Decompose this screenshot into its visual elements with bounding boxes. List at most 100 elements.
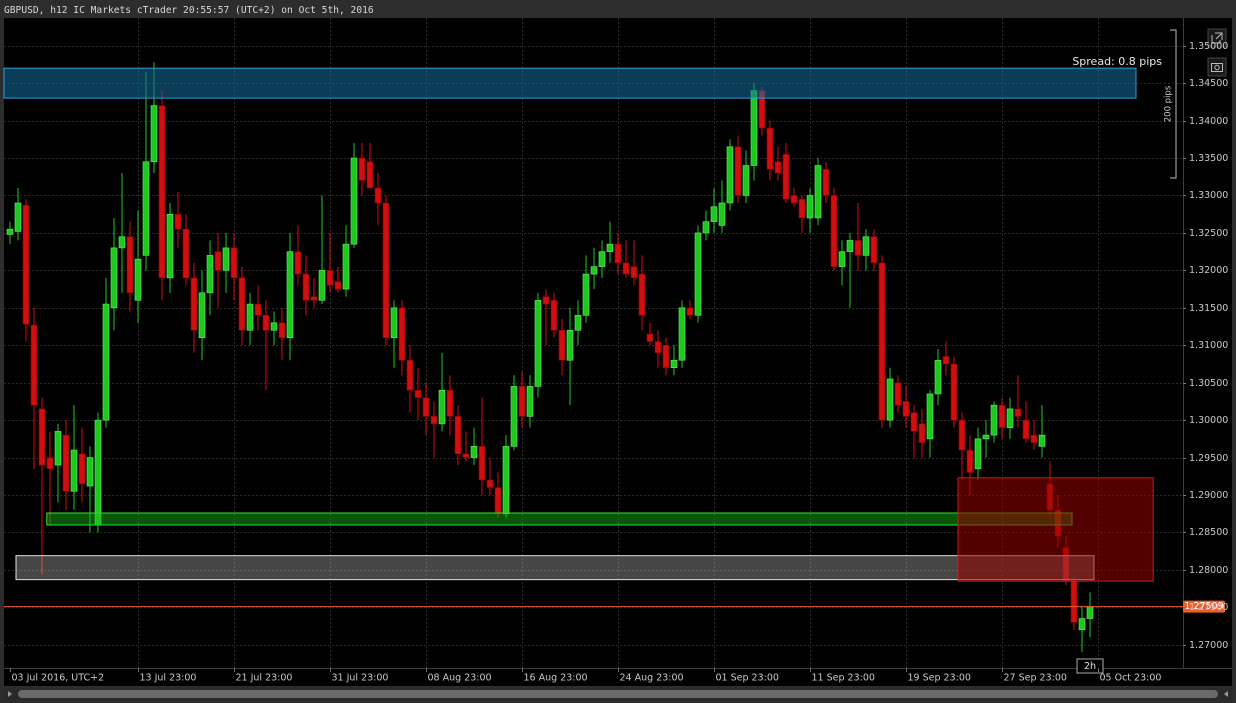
- candle-body: [974, 438, 982, 470]
- grid: [4, 18, 1183, 668]
- screenshot-button[interactable]: [1207, 57, 1227, 77]
- candle-body: [510, 386, 518, 447]
- overlay: 1.27509 2h: [4, 600, 1225, 674]
- candle-body: [1078, 618, 1086, 631]
- countdown-box: [1076, 658, 1104, 674]
- candle-body: [454, 416, 462, 455]
- candle-body: [798, 198, 806, 219]
- x-tick-label: 31 Jul 23:00: [332, 673, 389, 684]
- candle-body: [134, 258, 142, 301]
- candle-body: [30, 324, 38, 406]
- candle-body: [150, 105, 158, 163]
- candle-body: [6, 228, 14, 235]
- candle-body: [470, 446, 478, 458]
- candle-body: [358, 157, 366, 181]
- zones: [3, 67, 1154, 582]
- scroll-left[interactable]: [8, 691, 12, 697]
- candle-body: [406, 359, 414, 391]
- candle-body: [438, 389, 446, 425]
- y-tick-label: 1.34500: [1189, 78, 1228, 89]
- candle-body: [838, 251, 846, 267]
- candle-body: [390, 307, 398, 339]
- candle-body: [190, 277, 198, 331]
- candle-body: [750, 90, 758, 166]
- y-tick-label: 1.31000: [1189, 340, 1228, 351]
- candle-body: [1086, 606, 1094, 619]
- scale-label: 200 pips: [1164, 85, 1174, 122]
- x-tick-label: 08 Aug 23:00: [428, 673, 492, 684]
- camera-lens: [1214, 64, 1220, 71]
- candle-body: [414, 389, 422, 398]
- y-tick-label: 1.30500: [1189, 378, 1228, 389]
- y-tick-label: 1.28000: [1189, 565, 1228, 576]
- y-tick-label: 1.31500: [1189, 303, 1228, 314]
- current-price-label: 1.27509: [1184, 601, 1223, 612]
- candle-body: [606, 243, 614, 252]
- candle-body: [926, 393, 934, 440]
- candle-body: [566, 329, 574, 361]
- candle-body: [742, 165, 750, 196]
- x-tick-label: 21 Jul 23:00: [236, 673, 293, 684]
- candle-body: [422, 397, 430, 417]
- candle-body: [990, 404, 998, 436]
- zone: [957, 477, 1154, 582]
- candle-body: [686, 307, 694, 316]
- candle-body: [942, 356, 950, 365]
- button-frame[interactable]: [1207, 57, 1227, 77]
- candle-body: [110, 247, 118, 309]
- y-tick-label: 1.32000: [1189, 265, 1228, 276]
- candle-body: [598, 251, 606, 267]
- candle-body: [654, 341, 662, 354]
- candle-body: [1070, 580, 1078, 623]
- scrollbar-thumb[interactable]: [18, 690, 1218, 698]
- candle-body: [230, 247, 238, 279]
- candle-body: [766, 127, 774, 170]
- x-tick-label: 24 Aug 23:00: [620, 673, 684, 684]
- candle-body: [998, 404, 1006, 428]
- candle-body: [246, 303, 254, 331]
- x-tick-label: 16 Aug 23:00: [524, 673, 588, 684]
- candle-body: [550, 300, 558, 331]
- zone: [15, 555, 1095, 581]
- y-tick-label: 1.30000: [1189, 415, 1228, 426]
- scroll-right[interactable]: [1224, 691, 1228, 697]
- candle-body: [582, 273, 590, 316]
- x-tick-label: 05 Oct 23:00: [1100, 673, 1162, 684]
- candle-body: [398, 307, 406, 361]
- candle-body: [70, 449, 78, 492]
- candle-body: [694, 232, 702, 316]
- candle-body: [118, 236, 126, 249]
- candle-body: [518, 386, 526, 417]
- candle-body: [478, 446, 486, 481]
- candle-body: [574, 314, 582, 331]
- candle-body: [198, 292, 206, 339]
- candle-body: [302, 273, 310, 301]
- candle-body: [486, 479, 494, 488]
- candle-body: [62, 434, 70, 492]
- popout-icon: [1211, 32, 1223, 44]
- candle-body: [862, 236, 870, 256]
- candle-body: [262, 314, 270, 331]
- candle-body: [1014, 408, 1022, 417]
- candle-body: [38, 408, 46, 466]
- y-tick-label: 1.27000: [1189, 640, 1228, 651]
- candle-body: [462, 453, 470, 458]
- candle-body: [782, 153, 790, 200]
- x-tick-label: 03 Jul 2016, UTC+2: [12, 673, 105, 684]
- candle-body: [1006, 408, 1014, 428]
- y-tick-label: 1.33500: [1189, 153, 1228, 164]
- candle-body: [238, 277, 246, 331]
- candle-body: [982, 434, 990, 440]
- candle-body: [254, 303, 262, 316]
- candle-body: [886, 378, 894, 421]
- candle-body: [734, 146, 742, 196]
- popout-button[interactable]: [1207, 28, 1227, 48]
- y-tick-label: 1.28500: [1189, 527, 1228, 538]
- candle-body: [670, 359, 678, 369]
- candle-body: [630, 266, 638, 279]
- candle-body: [622, 262, 630, 275]
- candle-body: [822, 168, 830, 196]
- candle-body: [342, 243, 350, 290]
- candle-body: [790, 195, 798, 204]
